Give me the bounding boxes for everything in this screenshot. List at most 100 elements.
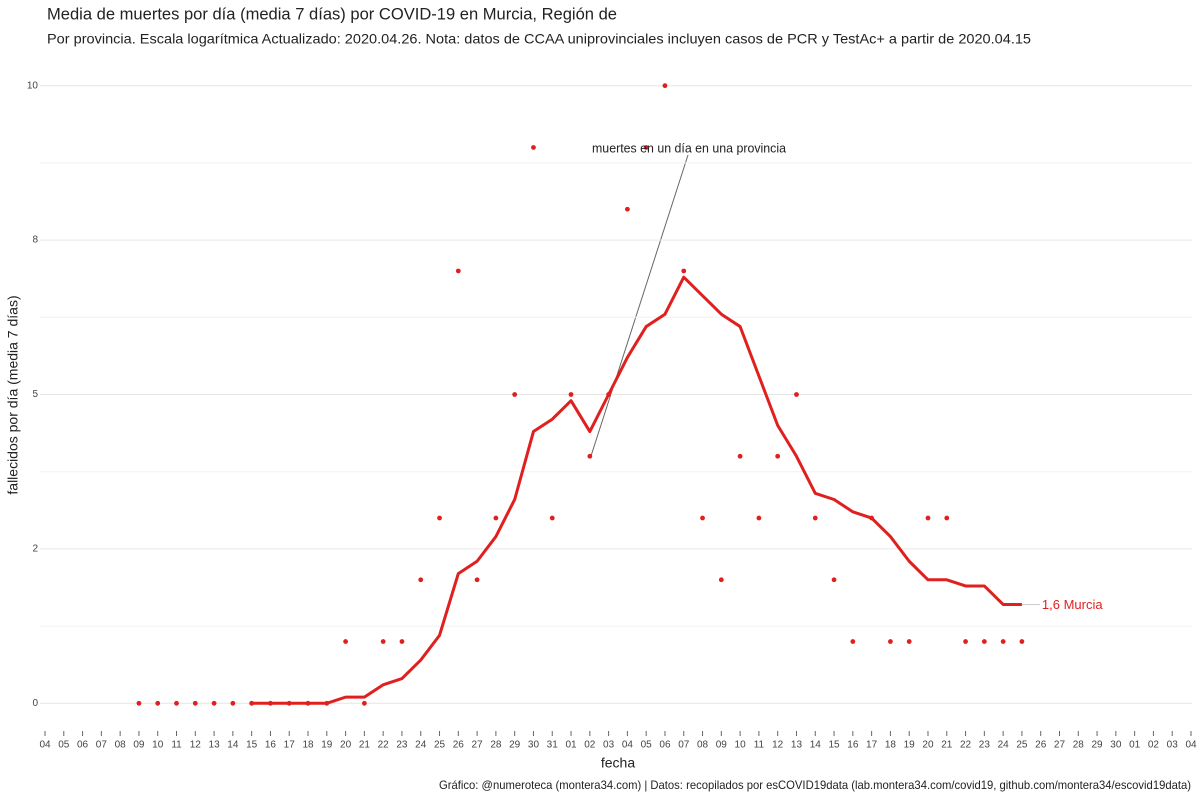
point: [437, 515, 442, 521]
x-tick-label: 02: [584, 740, 596, 751]
point: [549, 515, 555, 521]
x-tick-label: 07: [678, 740, 690, 751]
x-tick-label: 17: [866, 740, 878, 751]
x-tick-label: 29: [509, 740, 521, 751]
point: [230, 700, 236, 706]
x-tick-label: 17: [284, 740, 296, 751]
point: [906, 639, 912, 644]
grid: [40, 85, 1192, 736]
point: [1019, 639, 1025, 644]
point: [531, 145, 536, 150]
x-tick-label: 08: [697, 740, 709, 751]
x-tick-label: 02: [1148, 740, 1160, 751]
x-tick-label: 27: [472, 740, 484, 751]
x-tick-label: 06: [659, 740, 671, 751]
x-tick-label: 14: [810, 740, 822, 751]
point: [1000, 639, 1006, 644]
x-tick-label: 03: [603, 740, 615, 751]
x-tick-label: 04: [39, 740, 51, 751]
point: [737, 453, 743, 459]
x-tick-label: 01: [565, 740, 577, 751]
point: [831, 577, 837, 583]
x-tick-label: 05: [58, 740, 70, 751]
point: [174, 700, 179, 706]
point: [756, 515, 762, 521]
x-tick-label: 18: [302, 740, 314, 751]
x-tick-label: 21: [941, 740, 953, 751]
point: [211, 700, 217, 706]
point: [493, 515, 499, 521]
x-tick-label: 10: [735, 740, 747, 751]
x-tick-label: 13: [791, 740, 803, 751]
caption: Gráfico: @numeroteca (montera34.com) | D…: [439, 778, 1191, 792]
point: [775, 453, 781, 459]
point: [700, 515, 705, 521]
point: [136, 700, 142, 706]
x-tick-label: 01: [1129, 740, 1141, 751]
x-tick-label: 15: [828, 740, 840, 751]
x-tick-label: 10: [152, 740, 164, 751]
point: [944, 515, 950, 521]
end-label: 1,6 Murcia: [1042, 597, 1103, 612]
point: [794, 392, 799, 397]
x-tick-label: 24: [415, 740, 427, 751]
x-tick-label: 04: [1185, 740, 1197, 751]
x-tick-label: 26: [453, 740, 465, 751]
y-tick-label: 5: [32, 389, 38, 400]
x-tick-label: 20: [340, 740, 352, 751]
x-tick-label: 12: [190, 740, 202, 751]
x-tick-label: 28: [1073, 740, 1085, 751]
x-tick-label: 28: [490, 740, 502, 751]
x-tick-label: 19: [321, 740, 333, 751]
x-tick-label: 16: [847, 740, 859, 751]
x-tick-label: 09: [716, 740, 728, 751]
point: [718, 577, 724, 583]
x-tick-label: 03: [1167, 740, 1179, 751]
point: [981, 639, 987, 644]
y-tick-label: 2: [32, 544, 38, 555]
x-tick-label: 15: [246, 740, 258, 751]
point: [812, 515, 818, 521]
point: [888, 639, 893, 644]
x-tick-label: 30: [528, 740, 540, 751]
point: [963, 639, 968, 644]
x-tick-label: 31: [547, 740, 559, 751]
point: [568, 392, 574, 397]
x-tick-label: 09: [133, 740, 145, 751]
y-tick-label: 0: [32, 698, 38, 709]
x-tick-label: 07: [96, 740, 108, 751]
point: [155, 700, 161, 706]
x-tick-label: 24: [998, 740, 1010, 751]
point: [418, 577, 424, 583]
x-tick-label: 21: [359, 740, 371, 751]
point: [587, 453, 593, 459]
chart-subtitle: Por provincia. Escala logarítmica Actual…: [47, 31, 1031, 47]
x-tick-label: 22: [960, 740, 972, 751]
point: [681, 268, 687, 274]
point: [380, 639, 386, 644]
x-tick-label: 18: [885, 740, 897, 751]
x-tick-label: 26: [1035, 740, 1047, 751]
point: [455, 268, 461, 274]
x-tick-label: 12: [772, 740, 784, 751]
x-tick-label: 19: [904, 740, 916, 751]
point: [662, 83, 668, 89]
x-tick-label: 05: [641, 740, 653, 751]
x-tick-label: 30: [1110, 740, 1122, 751]
x-tick-label: 25: [1016, 740, 1028, 751]
annotation-line: [590, 154, 689, 457]
point: [925, 515, 931, 521]
point: [192, 700, 198, 706]
x-tick-label: 29: [1092, 740, 1104, 751]
x-tick-label: 20: [922, 740, 934, 751]
x-axis-title: fecha: [601, 755, 635, 771]
point: [512, 392, 518, 397]
x-tick-label: 11: [171, 740, 182, 751]
point: [343, 639, 348, 644]
point: [643, 145, 649, 150]
x-tick-label: 22: [378, 740, 390, 751]
x-tick-label: 16: [265, 740, 277, 751]
x-tick-label: 13: [209, 740, 221, 751]
x-tick-label: 04: [622, 740, 634, 751]
chart-title: Media de muertes por día (media 7 días) …: [47, 4, 617, 23]
